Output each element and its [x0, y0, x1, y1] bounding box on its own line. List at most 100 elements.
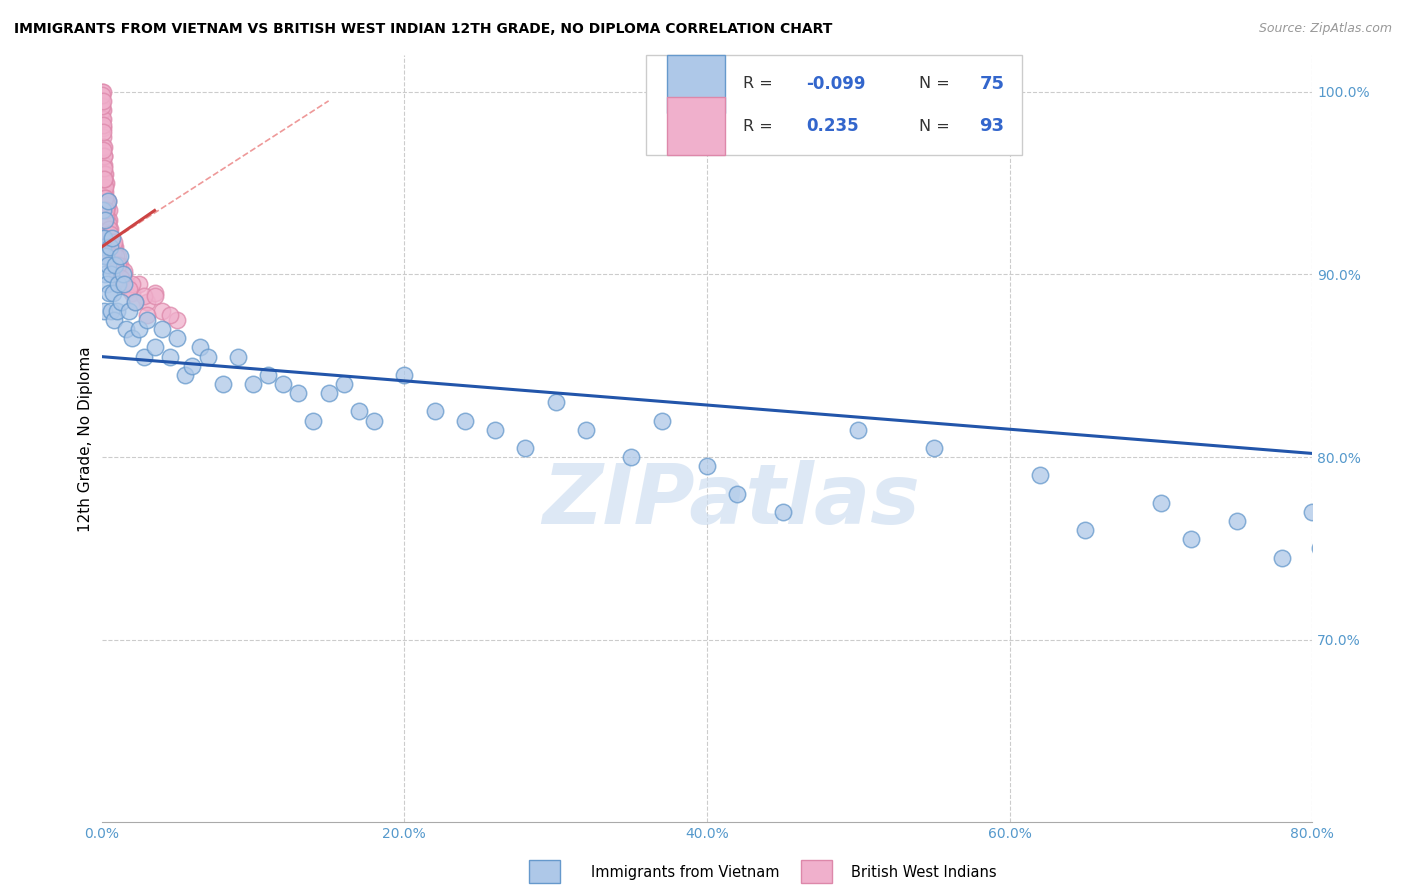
Point [91, 94, 114, 108]
Point [105, 264, 128, 278]
Point [97, 194, 120, 209]
Point [101, 252, 124, 267]
Point [93, 172, 115, 186]
Point [93, 268, 115, 282]
Point [91, 85, 114, 99]
Point [101, 285, 124, 300]
Text: N =: N = [920, 119, 955, 134]
Point [454, 413, 477, 427]
Point [100, 245, 122, 260]
Point [150, 304, 173, 318]
Point [107, 249, 129, 263]
Point [93, 185, 115, 199]
Point [96, 194, 118, 209]
Text: IMMIGRANTS FROM VIETNAM VS BRITISH WEST INDIAN 12TH GRADE, NO DIPLOMA CORRELATIO: IMMIGRANTS FROM VIETNAM VS BRITISH WEST … [14, 22, 832, 37]
Point [159, 350, 181, 364]
Point [91, 231, 114, 245]
Point [96, 221, 118, 235]
Point [105, 268, 128, 282]
Text: ZIPatlas: ZIPatlas [543, 459, 920, 541]
Point [91, 118, 114, 132]
Point [91, 94, 114, 108]
Point [93, 167, 115, 181]
Point [110, 294, 132, 309]
Point [94, 212, 117, 227]
Point [620, 450, 643, 464]
Point [226, 350, 249, 364]
Text: 93: 93 [980, 117, 1004, 136]
Point [91, 103, 114, 117]
Point [100, 304, 122, 318]
Point [93, 149, 115, 163]
Point [94, 212, 117, 227]
Point [94, 176, 117, 190]
Text: Immigrants from Vietnam: Immigrants from Vietnam [591, 865, 779, 880]
Point [922, 441, 945, 455]
Point [108, 249, 131, 263]
Point [1316, 486, 1339, 500]
Point [91, 130, 114, 145]
Point [101, 258, 124, 272]
Point [302, 413, 325, 427]
Point [98, 212, 121, 227]
Point [725, 486, 748, 500]
Point [136, 313, 159, 327]
Point [1301, 505, 1323, 519]
Point [105, 304, 128, 318]
FancyBboxPatch shape [647, 55, 1022, 155]
Point [93, 203, 115, 218]
Point [242, 377, 264, 392]
Point [101, 240, 124, 254]
Point [100, 231, 122, 245]
FancyBboxPatch shape [666, 97, 725, 155]
Point [93, 176, 115, 190]
Text: 0.235: 0.235 [806, 117, 859, 136]
Point [363, 413, 385, 427]
Point [91, 99, 114, 113]
Point [91, 112, 114, 127]
Point [848, 423, 870, 437]
Point [103, 235, 125, 249]
Point [93, 161, 115, 176]
Point [93, 143, 115, 157]
Point [159, 308, 181, 322]
Point [97, 258, 120, 272]
Point [110, 271, 132, 285]
Point [394, 368, 416, 382]
Point [91, 121, 114, 136]
Point [100, 249, 122, 263]
Point [515, 441, 537, 455]
Point [111, 268, 134, 282]
Point [121, 277, 143, 291]
Point [97, 216, 120, 230]
Point [1180, 533, 1202, 547]
Point [93, 231, 115, 245]
Point [100, 235, 122, 249]
Point [93, 167, 115, 181]
Point [271, 377, 294, 392]
Point [94, 203, 117, 218]
Point [94, 185, 117, 199]
Point [96, 198, 118, 212]
Point [98, 231, 121, 245]
Point [333, 377, 356, 392]
Point [98, 240, 121, 254]
Point [114, 322, 136, 336]
Text: R =: R = [744, 77, 778, 91]
Point [1271, 550, 1294, 565]
Point [101, 245, 124, 260]
Point [1226, 514, 1249, 528]
Point [94, 179, 117, 194]
Point [91, 88, 114, 103]
Point [94, 194, 117, 209]
Point [166, 331, 188, 345]
Point [104, 249, 127, 263]
Point [100, 268, 122, 282]
Point [94, 191, 117, 205]
Point [107, 258, 129, 272]
Point [1074, 523, 1097, 537]
Point [128, 322, 150, 336]
Y-axis label: 12th Grade, No Diploma: 12th Grade, No Diploma [79, 346, 93, 532]
Point [96, 277, 118, 291]
Point [1150, 496, 1173, 510]
